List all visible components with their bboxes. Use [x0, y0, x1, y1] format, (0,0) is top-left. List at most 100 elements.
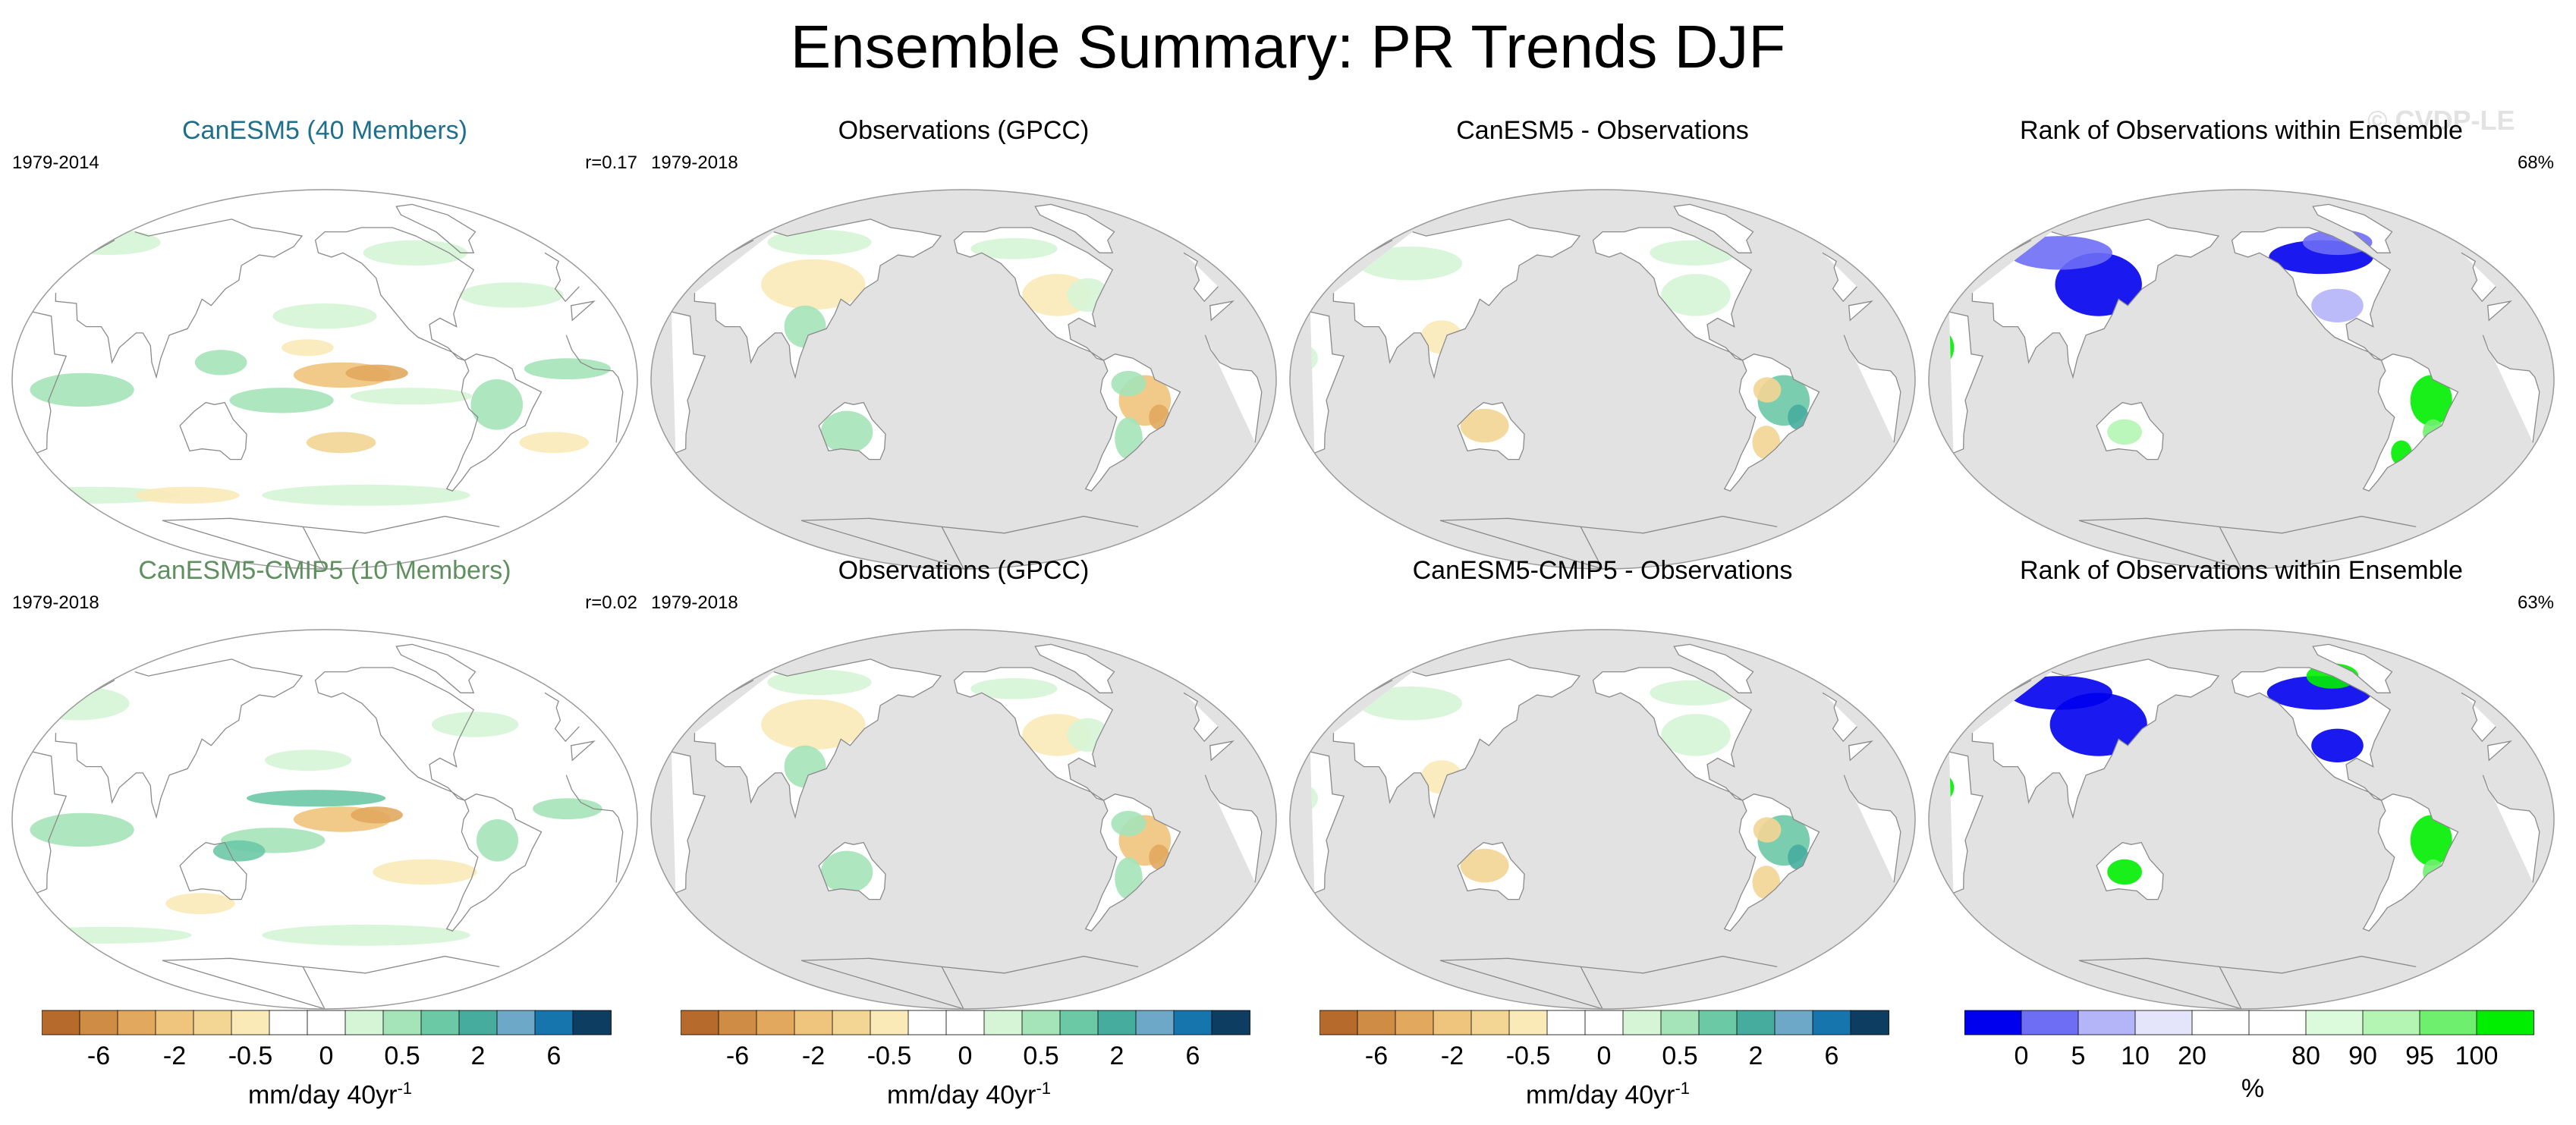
coastline-southamerica — [445, 793, 543, 932]
map-border — [650, 629, 1277, 1010]
map-border — [1289, 189, 1916, 570]
coastline-antarctica — [800, 515, 1139, 569]
coastline-eurasia — [1971, 658, 2496, 819]
coastline-antarctica — [162, 515, 500, 569]
robinson-map — [650, 629, 1277, 1010]
coastline-northamerica — [314, 227, 475, 361]
land-antarctica — [2079, 956, 2417, 1009]
colorbar: 0 5 10 20 80 90 95 100% — [1964, 1009, 2541, 1108]
panel-title: CanESM5-CMIP5 (10 Members) — [138, 556, 511, 585]
colorbar-swatch — [1584, 1010, 1624, 1035]
colorbar-tick-label: -0.5 — [1505, 1042, 1551, 1070]
colorbar-swatch — [2191, 1010, 2250, 1035]
data-field-patch — [165, 893, 235, 914]
coastline-eurasia — [1332, 658, 1857, 819]
data-field-patch — [2107, 859, 2142, 885]
land-antarctica — [2079, 516, 2417, 569]
colorbar-swatch — [2134, 1010, 2193, 1035]
data-field-patch — [350, 388, 473, 405]
coastline-greenland — [1034, 203, 1115, 253]
data-field-patch — [533, 798, 602, 819]
coastline-greenland — [395, 203, 477, 253]
colorbar-tick-label: 2 — [1109, 1042, 1124, 1070]
stat-label: r=0.17 — [585, 152, 637, 173]
data-field-patch — [970, 237, 1058, 259]
unit-text: mm/day 40yr — [886, 1080, 1036, 1110]
data-field-patch — [272, 303, 377, 329]
colorbar-swatch — [572, 1010, 612, 1035]
colorbar-tick-label: 90 — [2348, 1042, 2377, 1070]
map-panel: Observations (GPCC) 1979-2018 — [645, 554, 1282, 1024]
coastline-australia — [2096, 401, 2164, 460]
data-field-patch — [761, 259, 866, 310]
colorbar-swatch — [42, 1010, 80, 1035]
colorbar-tick-label: 6 — [1824, 1042, 1839, 1070]
colorbar-tick-label: 6 — [546, 1042, 561, 1070]
data-field-patch — [1111, 810, 1146, 837]
panel-title: Observations (GPCC) — [838, 556, 1090, 585]
coastline-antarctica — [162, 955, 500, 1009]
unit-superscript: -1 — [397, 1079, 413, 1098]
colorbar: -6 -2 -0.5 0 0.5 2 6 mm/day 40yr-1 — [681, 1009, 1257, 1110]
land-antarctica — [801, 956, 1139, 1009]
coastline-northamerica — [953, 667, 1114, 801]
colorbar-tick-label: -6 — [86, 1042, 111, 1070]
colorbar-tick-label: 2 — [1748, 1042, 1763, 1070]
colorbar-swatch — [1433, 1010, 1472, 1035]
panel-title: CanESM5 - Observations — [1456, 116, 1749, 145]
unit-text: mm/day 40yr — [1525, 1080, 1675, 1110]
coastline-australia — [818, 841, 886, 900]
colorbar-swatch — [2021, 1010, 2079, 1035]
coastline-southamerica — [2362, 793, 2459, 932]
colorbar-swatch — [1059, 1010, 1099, 1035]
data-field-patch — [1753, 817, 1782, 843]
coastline-greenland — [2312, 643, 2393, 693]
colorbar-tick-label: 2 — [470, 1042, 486, 1070]
data-field-patch — [767, 669, 872, 696]
robinson-map — [1289, 189, 1916, 570]
map-panel: CanESM5 - Observations — [1284, 114, 1921, 584]
data-field-patch — [1357, 687, 1463, 721]
data-field-patch — [459, 282, 564, 308]
ocean-background — [651, 190, 1276, 569]
colorbar-swatch — [496, 1010, 536, 1035]
colorbar-swatch — [344, 1010, 384, 1035]
colorbar-swatch — [832, 1010, 871, 1035]
colorbar-tick-label: -6 — [1364, 1042, 1389, 1070]
colorbar-tick-label: -0.5 — [228, 1042, 273, 1070]
coastline-australia — [2096, 841, 2164, 900]
panel-title: CanESM5 (40 Members) — [181, 116, 467, 145]
map-panel: Rank of Observations within Ensemble 63% — [1923, 554, 2560, 1024]
coastline-antarctica — [800, 955, 1139, 1009]
colorbar-swatch — [756, 1010, 795, 1035]
colorbar-unit-label: mm/day 40yr-1 — [1319, 1073, 1896, 1111]
colorbar-swatch — [718, 1010, 757, 1035]
colorbar-swatch — [2077, 1010, 2136, 1035]
data-field-patch — [761, 699, 866, 750]
unit-text: mm/day 40yr — [247, 1080, 398, 1110]
panel-title: Rank of Observations within Ensemble — [2020, 556, 2463, 585]
colorbar-swatch — [907, 1010, 947, 1035]
colorbar-tick-label: -2 — [1440, 1042, 1464, 1070]
coastline-africa — [1310, 300, 1901, 454]
ocean-background — [1290, 190, 1915, 569]
unit-superscript: -1 — [1675, 1079, 1691, 1098]
robinson-map — [1289, 629, 1916, 1010]
coastline-antarctica — [1439, 955, 1778, 1009]
data-field-patch — [1460, 848, 1509, 883]
coastline-southamerica — [1084, 354, 1181, 492]
colorbar-swatch — [269, 1010, 308, 1035]
land-antarctica — [1440, 956, 1778, 1009]
coastline-northamerica — [1592, 227, 1753, 361]
colorbar-unit-label: mm/day 40yr-1 — [42, 1073, 618, 1111]
robinson-map — [11, 629, 638, 1010]
unit-text: % — [2241, 1074, 2265, 1103]
coastline-africa — [671, 740, 1263, 894]
ocean-background — [1290, 630, 1915, 1009]
colorbar-swatch — [1508, 1010, 1548, 1035]
map-border — [1928, 629, 2555, 1010]
colorbar-swatch — [2362, 1010, 2420, 1035]
coastline-greenland — [1034, 643, 1115, 693]
map-border — [650, 189, 1277, 570]
data-field-patch — [2311, 728, 2364, 762]
